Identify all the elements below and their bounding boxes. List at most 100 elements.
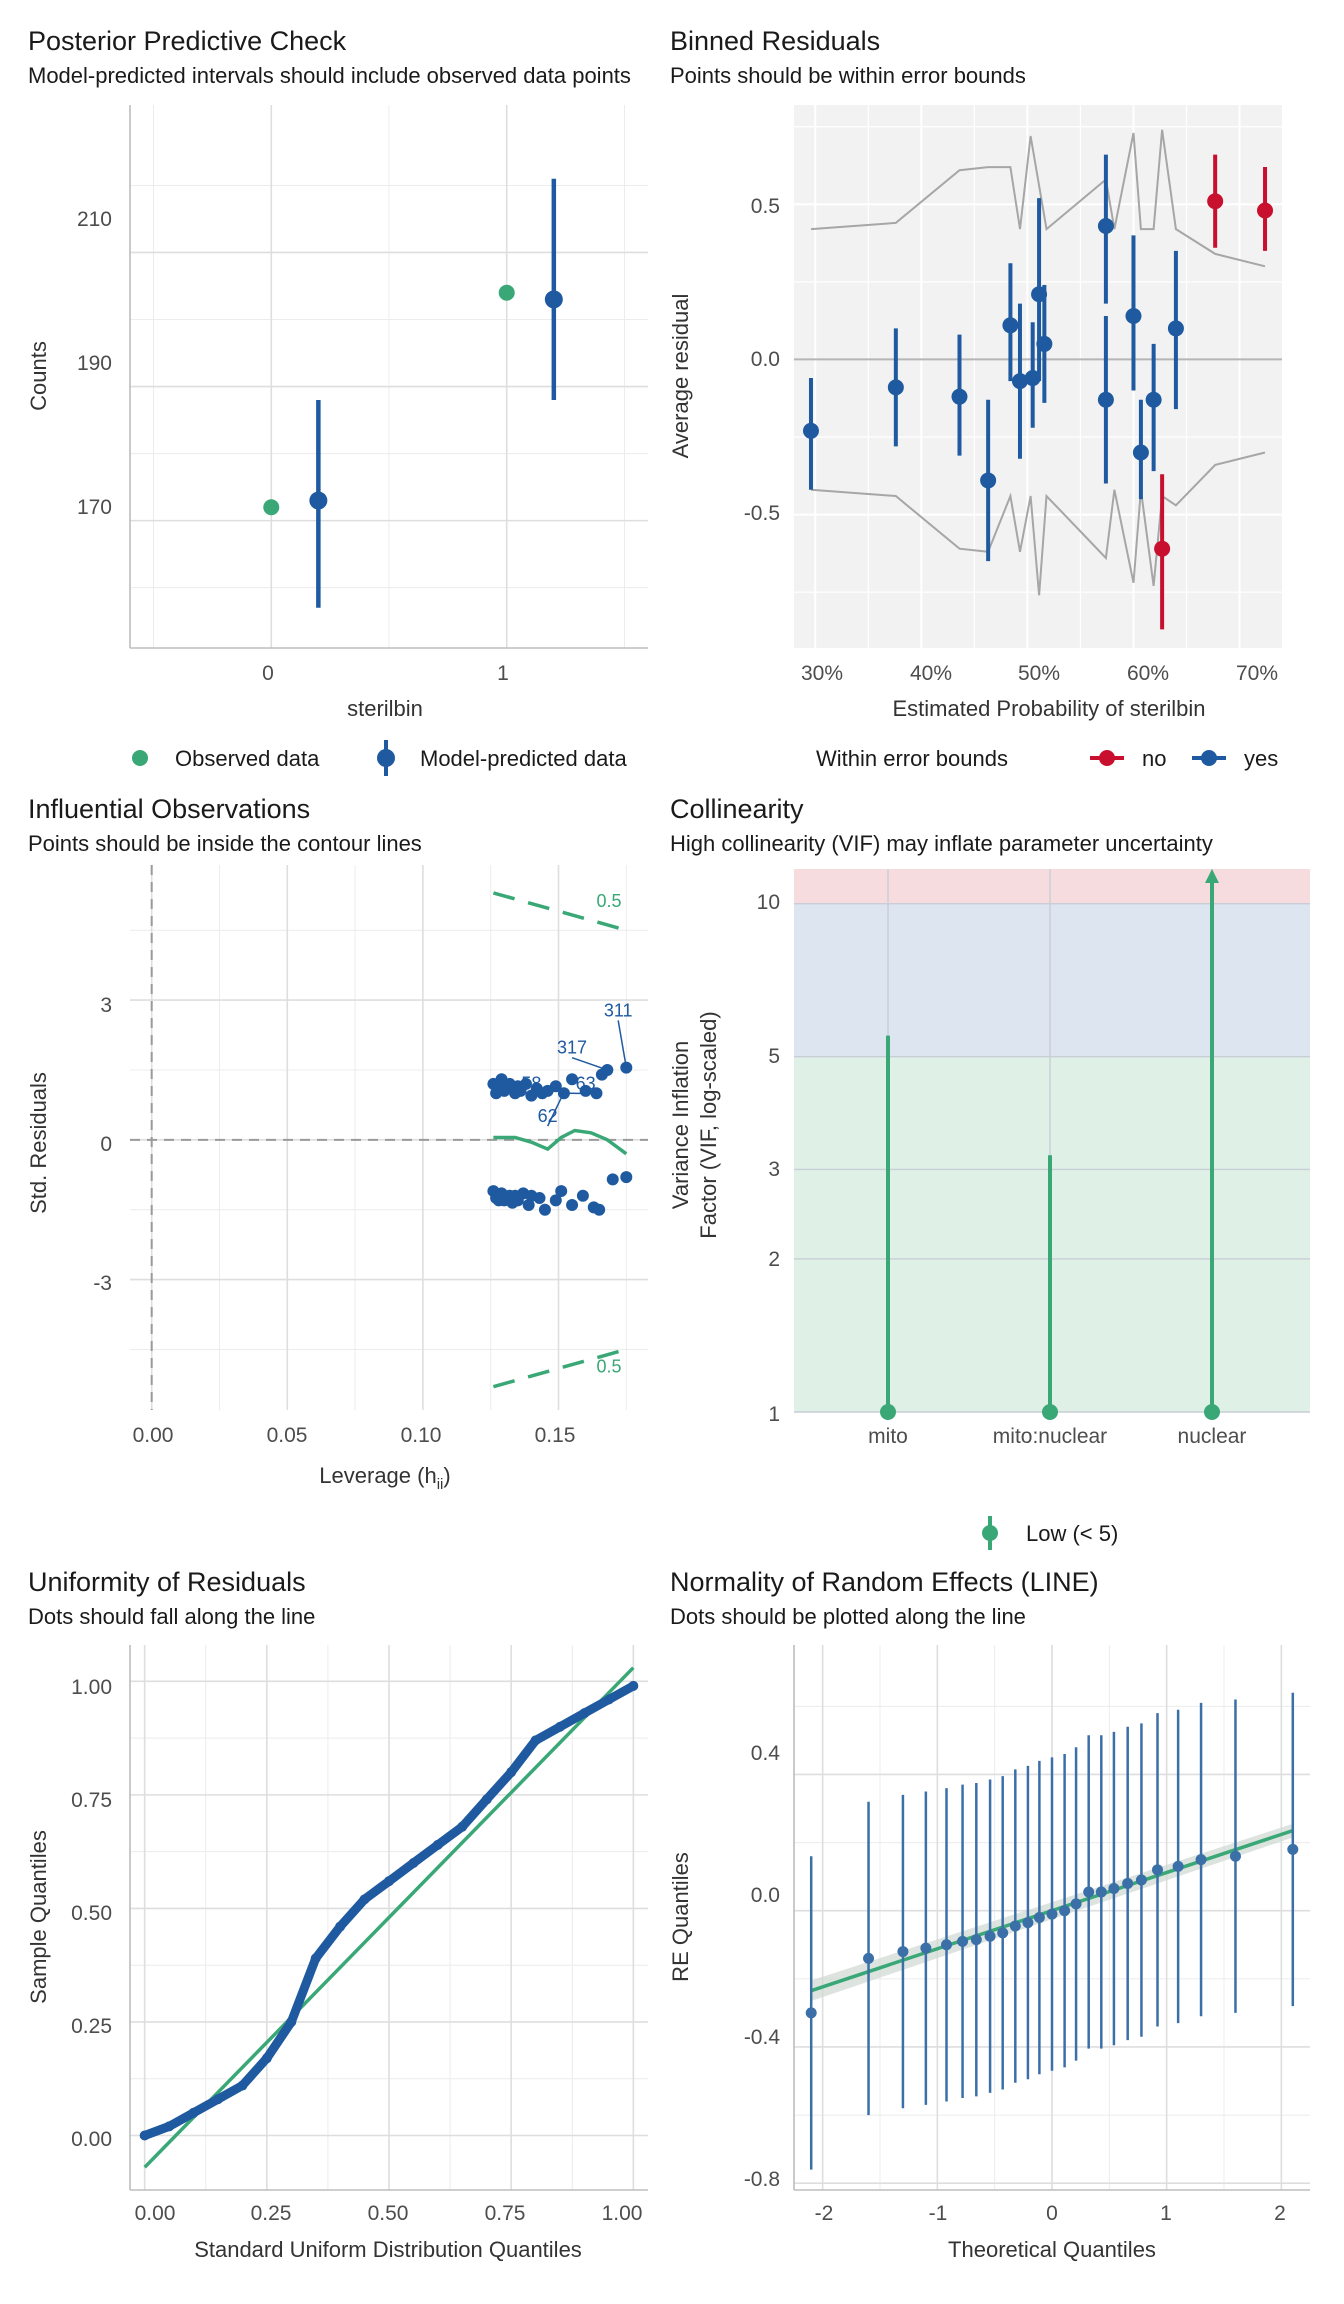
re-marks: [805, 1692, 1299, 2170]
uniformity-xtick-label: 0.75: [485, 2202, 526, 2225]
re-point: [1122, 1877, 1134, 1889]
binned-xtick-label: 30%: [801, 662, 843, 685]
binned-legend: Within error bounds no yes: [816, 746, 1278, 771]
binned-residual-point: [802, 422, 819, 439]
binned-xtick-label: 70%: [1236, 662, 1278, 685]
uniformity-xtick-label: 0.00: [135, 2202, 176, 2225]
re-point: [957, 1935, 969, 1947]
uniformity-sample-point: [432, 1839, 443, 1850]
binned-ytick-label: 0.5: [751, 195, 780, 218]
uniformity-sample-point: [506, 1767, 517, 1778]
uniformity-xtick-label: 0.50: [368, 2202, 409, 2225]
legend-label-observed-data: Observed data: [175, 746, 320, 771]
uniformity-sample-point: [579, 1708, 590, 1719]
re-point: [1033, 1912, 1045, 1923]
ppc-observed-point: [498, 284, 515, 301]
legend-key-observed-data: [132, 750, 148, 766]
binned-residual-point: [1097, 218, 1114, 235]
binned-residual-point: [1024, 370, 1041, 387]
ppc-subtitle: Model-predicted intervals should include…: [28, 63, 631, 88]
contour-label: 0.5: [596, 891, 621, 911]
uniformity-sample-point: [530, 1735, 541, 1746]
uniformity-sample-point: [237, 2080, 248, 2091]
influential-observation-point: [549, 1080, 562, 1093]
uniformity-sample-point: [310, 1953, 321, 1964]
re-subtitle: Dots should be plotted along the line: [670, 1604, 1026, 1629]
ppc-x-axis-label: sterilbin: [347, 696, 423, 721]
binned-x-axis-label: Estimated Probability of sterilbin: [892, 696, 1205, 721]
panel-posterior-predictive-check: Posterior Predictive Check Model-predict…: [26, 26, 648, 776]
ppc-predicted-point: [309, 491, 328, 510]
vif-point: [1042, 1404, 1058, 1420]
binned-residual-point: [1257, 202, 1274, 219]
re-point: [997, 1927, 1009, 1939]
binned-residual-point: [1154, 540, 1171, 557]
influential-observation-point: [566, 1199, 579, 1212]
uniformity-sample-point: [481, 1794, 492, 1805]
legend-label-yes: yes: [1244, 746, 1278, 771]
vif-y-axis-label-line2: Factor (VIF, log-scaled): [696, 1011, 721, 1238]
vif-arrow-icon: [1205, 869, 1219, 883]
influential-x-axis-label-main: Leverage (h: [319, 1463, 436, 1488]
uniformity-sample-point: [384, 1876, 394, 1887]
influential-gridlines: [130, 865, 648, 1410]
re-xtick-label: 1: [1160, 2202, 1172, 2225]
binned-residual-point: [1125, 307, 1142, 324]
uniformity-sample-point: [555, 1721, 566, 1732]
influential-observation-point: [522, 1199, 535, 1212]
vif-marks: [880, 869, 1220, 1420]
re-point: [1287, 1843, 1299, 1855]
panel-collinearity: Collinearity High collinearity (VIF) may…: [668, 794, 1310, 1550]
uniformity-sample-point: [164, 2121, 175, 2132]
uniformity-ytick-label: 0.50: [71, 1902, 112, 1925]
influential-ytick-label: 3: [100, 994, 112, 1017]
influential-observation-point: [593, 1203, 606, 1216]
ppc-y-axis-label: Counts: [26, 341, 51, 411]
vif-category-label: mito: [868, 1425, 908, 1448]
legend-key-yes: [1201, 750, 1217, 766]
ppc-title: Posterior Predictive Check: [28, 26, 347, 56]
vif-category-label: nuclear: [1178, 1425, 1247, 1448]
observation-label: 317: [557, 1038, 587, 1058]
binned-residual-point: [887, 379, 904, 396]
influential-observation-point: [576, 1189, 589, 1202]
binned-lower-error-bound: [810, 451, 1266, 596]
influential-title: Influential Observations: [28, 794, 310, 824]
cooks-distance-contour: [492, 891, 627, 932]
vif-zone: [794, 869, 1310, 904]
vif-ytick-label: 1: [768, 1403, 780, 1426]
panel-binned-residuals: Binned Residuals Points should be within…: [668, 26, 1282, 771]
influential-observation-point: [549, 1194, 562, 1207]
uniformity-xtick-label: 0.25: [251, 2202, 292, 2225]
re-point: [1151, 1864, 1163, 1876]
re-ytick-label: -0.4: [744, 2026, 781, 2049]
binned-xtick-label: 40%: [910, 662, 952, 685]
observation-label-connector: [617, 1020, 628, 1068]
uniformity-y-axis-label: Sample Quantiles: [26, 1830, 51, 2004]
uniformity-sample-point: [335, 1921, 346, 1932]
vif-ytick-label: 2: [768, 1248, 780, 1271]
legend-key-no: [1099, 750, 1115, 766]
influential-xtick-label: 0.05: [267, 1424, 308, 1447]
re-point: [1172, 1860, 1184, 1872]
re-point: [941, 1939, 953, 1951]
uniformity-sample-point: [603, 1694, 614, 1705]
influential-xtick-label: 0.00: [133, 1424, 174, 1447]
binned-residual-point: [1132, 444, 1149, 461]
observation-label: 311: [604, 1000, 633, 1020]
cooks-distance-contour: [492, 1347, 627, 1389]
ppc-gridlines: [130, 105, 648, 648]
binned-marks: [802, 129, 1274, 630]
panel-influential-observations: Influential Observations Points should b…: [26, 794, 648, 1493]
observation-label-connector: [546, 1097, 562, 1127]
re-y-axis-label: RE Quantiles: [668, 1852, 693, 1982]
legend-label-model-predicted-data: Model-predicted data: [420, 746, 627, 771]
influential-observation-point: [566, 1073, 579, 1086]
uniformity-title: Uniformity of Residuals: [28, 1567, 306, 1597]
panel-uniformity-of-residuals: Uniformity of Residuals Dots should fall…: [26, 1567, 648, 2262]
uniformity-subtitle: Dots should fall along the line: [28, 1604, 315, 1629]
re-point: [970, 1934, 982, 1946]
re-xtick-label: 0: [1046, 2202, 1058, 2225]
re-point: [1070, 1898, 1082, 1910]
re-point: [1046, 1908, 1058, 1920]
